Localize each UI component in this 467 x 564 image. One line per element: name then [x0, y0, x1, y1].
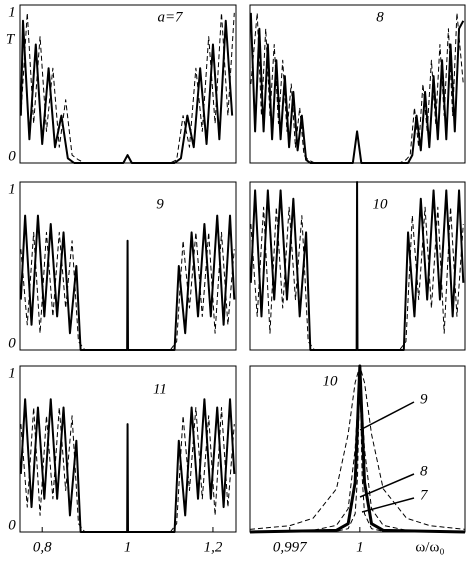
panel-label: 8	[376, 9, 384, 25]
solid-curve	[19, 398, 236, 533]
leader-line	[361, 497, 415, 513]
y-tick-label: 1	[8, 365, 16, 381]
solid-curve	[19, 19, 234, 164]
solid-curve	[19, 214, 236, 351]
curve-label: 8	[420, 463, 428, 479]
dashed-curve	[250, 12, 464, 164]
solid-curve	[249, 12, 465, 164]
solid-curve	[249, 181, 465, 351]
panel-label: 11	[153, 381, 167, 397]
panel-frame	[19, 4, 237, 164]
panel-label: 10	[373, 196, 389, 212]
leader-line	[359, 473, 415, 498]
y-tick-label: 1	[8, 181, 16, 197]
y-tick-label: 0	[8, 148, 16, 164]
x-tick-label: 0,997	[273, 539, 308, 555]
solid-curve	[249, 364, 466, 534]
panel-frame	[249, 4, 466, 164]
x-tick-label: 1	[124, 539, 132, 555]
panel-label: a=7	[157, 9, 184, 25]
y-tick-label: 1	[8, 4, 16, 20]
panel-label: 9	[156, 196, 164, 212]
x-tick-label: 1,2	[204, 539, 223, 555]
curve-label: 9	[420, 391, 428, 407]
panel-frame	[249, 365, 466, 533]
y-tick-label: 0	[8, 335, 16, 351]
y-axis-label: T	[6, 31, 16, 47]
leader-line	[359, 401, 415, 431]
dashed-curve	[20, 231, 235, 351]
x-axis-label: ω/ω₀	[415, 539, 444, 555]
curve-label: 7	[420, 487, 429, 503]
x-tick-label: 0,8	[33, 539, 52, 555]
y-tick-label: 0	[8, 517, 16, 533]
x-tick-label: 1	[356, 539, 364, 555]
dashed-curve	[250, 206, 464, 351]
panel-label: 10	[323, 373, 339, 389]
dashed-curve	[20, 12, 235, 164]
